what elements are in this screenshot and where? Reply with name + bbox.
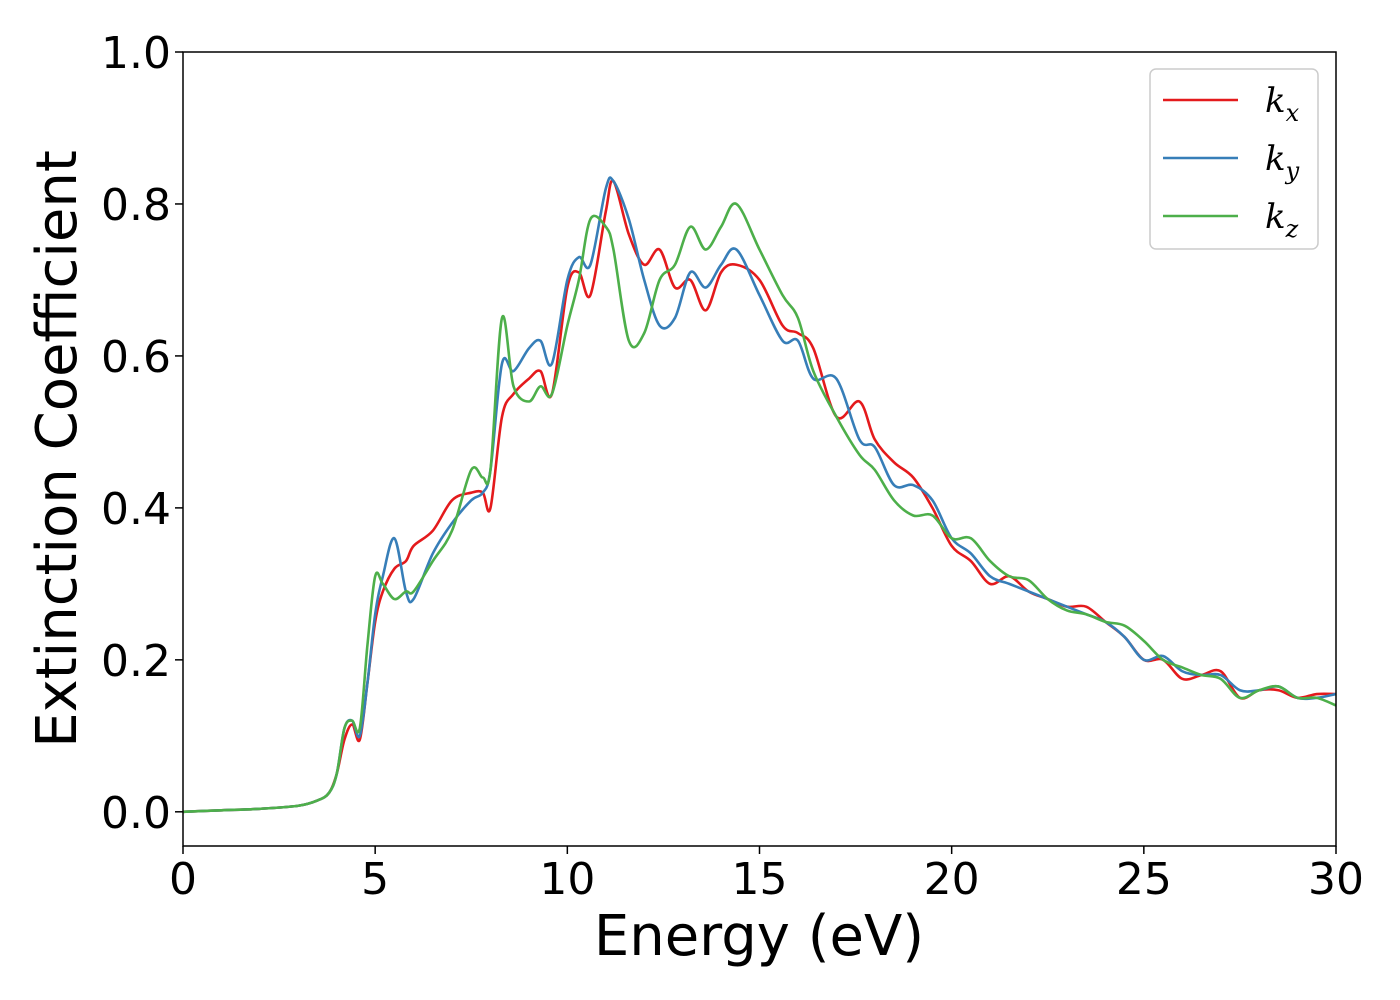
y-tick-label: 0.6 [101, 332, 171, 383]
x-tick-label: 15 [732, 854, 788, 905]
x-tick-label: 20 [924, 854, 980, 905]
legend-label-ky: ky [1265, 139, 1300, 185]
y-axis: 0.0 0.2 0.4 0.6 0.8 1.0 [101, 28, 183, 839]
legend: kx ky kz [1149, 68, 1319, 250]
x-axis: 0 5 10 15 20 25 30 [169, 846, 1364, 905]
y-tick-label: 0.4 [101, 484, 171, 535]
series-line-kz [182, 202, 1337, 814]
x-tick-label: 30 [1308, 854, 1364, 905]
y-tick-label: 0.0 [101, 788, 171, 839]
plot-area [183, 52, 1336, 846]
y-tick-label: 0.8 [101, 180, 171, 231]
y-tick-label: 1.0 [101, 28, 171, 79]
series-layer [182, 176, 1337, 814]
y-axis-title: Extinction Coefficient [25, 150, 90, 748]
x-tick-label: 0 [169, 854, 197, 905]
legend-label-kz: kz [1265, 197, 1299, 243]
series-line-ky [182, 176, 1337, 814]
x-tick-label: 25 [1116, 854, 1172, 905]
x-axis-title: Energy (eV) [594, 904, 924, 969]
y-tick-label: 0.2 [101, 636, 171, 687]
x-tick-label: 10 [539, 854, 595, 905]
x-tick-label: 5 [361, 854, 389, 905]
legend-label-kx: kx [1265, 81, 1300, 127]
